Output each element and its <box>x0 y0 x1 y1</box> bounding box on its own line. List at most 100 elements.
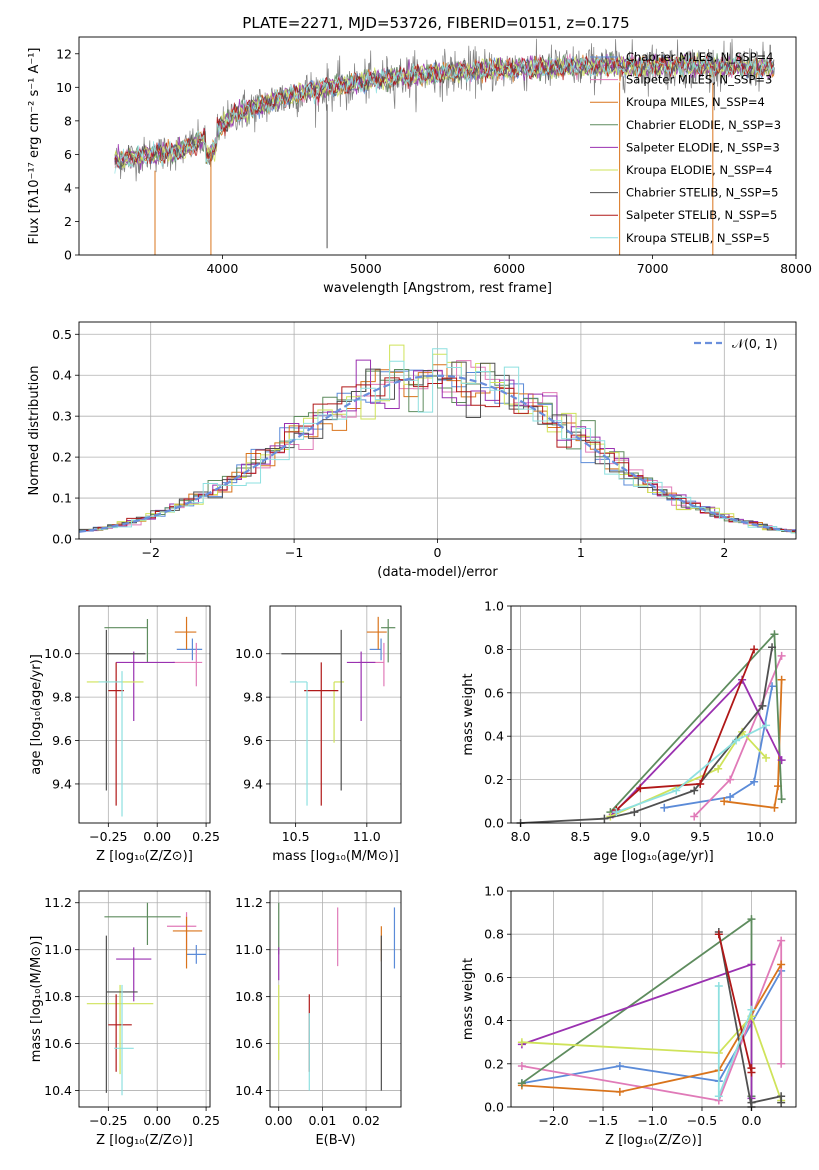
data-point <box>750 777 759 786</box>
y-tick-label: 0.0 <box>52 532 72 547</box>
x-axis-label: wavelength [Angstrom, rest frame] <box>323 281 552 296</box>
data-point <box>777 675 786 684</box>
x-tick-label: 0.00 <box>143 1113 171 1128</box>
x-tick-label: −2.0 <box>538 1113 568 1128</box>
data-point <box>636 784 645 793</box>
x-tick-label: 8000 <box>780 261 812 276</box>
data-point <box>612 808 621 817</box>
data-point <box>517 1061 526 1070</box>
axes-frame <box>78 36 797 256</box>
plot-area <box>511 606 796 823</box>
y-tick-label: 1.0 <box>484 884 504 899</box>
y-axis-label: mass weight <box>461 958 476 1040</box>
y-axis-label: age [log₁₀(age/yr)] <box>29 654 44 775</box>
x-axis-label: Z [log₁₀(Z/Z⊙)] <box>605 1133 702 1148</box>
x-tick-label: 7000 <box>637 261 669 276</box>
x-tick-label: 5000 <box>350 261 382 276</box>
y-axis-label: Normed distribution <box>27 366 42 496</box>
x-tick-label: 4000 <box>206 261 238 276</box>
y-tick-label: 0.8 <box>484 642 504 657</box>
y-tick-label: 0.5 <box>52 327 72 342</box>
data-point <box>747 1098 756 1107</box>
y-tick-label: 9.4 <box>52 776 72 791</box>
data-point <box>768 643 777 652</box>
data-point <box>517 1079 526 1088</box>
legend-label: Chabrier ELODIE, N_SSP=3 <box>626 118 781 132</box>
data-point <box>696 779 705 788</box>
x-axis-label: mass [log₁₀(M/M⊙)] <box>272 849 399 864</box>
y-tick-label: 9.8 <box>243 690 263 705</box>
data-point <box>777 960 786 969</box>
data-point <box>770 630 779 639</box>
y-tick-label: 9.6 <box>243 733 263 748</box>
y-tick-label: 0.8 <box>484 927 504 942</box>
data-point <box>750 645 759 654</box>
y-tick-label: 0.1 <box>52 491 72 506</box>
y-tick-label: 0.6 <box>484 970 504 985</box>
data-point <box>615 1087 624 1096</box>
data-point <box>714 982 723 991</box>
plot-area <box>79 891 210 1107</box>
y-tick-label: 10.6 <box>235 1036 263 1051</box>
series-line <box>610 730 767 818</box>
x-tick-label: 0.25 <box>192 1113 220 1128</box>
model-spectrum <box>114 55 775 174</box>
y-axis-label: mass [log₁₀(M/M⊙)] <box>29 936 44 1063</box>
legend-label: Kroupa ELODIE, N_SSP=4 <box>626 163 772 177</box>
data-point <box>517 1038 526 1047</box>
y-tick-label: 10.0 <box>235 646 263 661</box>
data-point <box>690 786 699 795</box>
y-tick-label: 10.4 <box>235 1083 263 1098</box>
axes-frame <box>510 605 797 824</box>
legend-label: Chabrier STELIB, N_SSP=5 <box>626 186 778 200</box>
residual-histogram <box>88 348 796 534</box>
y-tick-label: 10.0 <box>44 646 72 661</box>
y-tick-label: 6 <box>64 147 72 162</box>
series-line <box>664 686 773 809</box>
axes-frame <box>510 890 797 1108</box>
y-tick-label: 0.0 <box>484 1100 504 1115</box>
x-tick-label: 0.25 <box>192 829 220 844</box>
x-tick-label: −1.5 <box>588 1113 618 1128</box>
data-point <box>770 803 779 812</box>
legend-label: Kroupa STELIB, N_SSP=5 <box>626 231 770 245</box>
y-tick-label: 10.6 <box>44 1036 72 1051</box>
x-axis-label: (data-model)/error <box>377 565 498 580</box>
x-axis-label: E(B-V) <box>315 1133 355 1148</box>
data-point <box>747 915 756 924</box>
data-point <box>762 753 771 762</box>
x-tick-label: 6000 <box>493 261 525 276</box>
normal-reference-curve <box>78 374 797 533</box>
series-line <box>724 679 783 809</box>
plot-area <box>79 606 210 823</box>
x-tick-label: 2 <box>720 545 728 560</box>
y-tick-label: 11.0 <box>44 942 72 957</box>
series-line <box>615 649 755 811</box>
spectrum-panel: Chabrier MILES, N_SSP=4 Salpeter MILES, N… <box>27 36 812 296</box>
y-tick-label: 11.2 <box>44 895 72 910</box>
series-line <box>520 647 773 824</box>
y-tick-label: 0 <box>64 248 72 263</box>
data-point <box>660 803 669 812</box>
data-point <box>690 812 699 821</box>
y-tick-label: 0.0 <box>484 816 504 831</box>
x-tick-label: 11.0 <box>353 829 381 844</box>
data-point <box>777 1059 786 1068</box>
x-tick-label: 8.0 <box>511 829 531 844</box>
x-tick-label: 0.00 <box>143 829 171 844</box>
data-point <box>720 797 729 806</box>
x-tick-label: −1.0 <box>637 1113 667 1128</box>
mass-weight-vs-Z-panel: −2.0 −1.5 −1.0 −0.5 0.0 0.0 0.2 0.4 0.6 0.8 1.0 Z [… <box>461 884 797 1148</box>
axes-frame <box>269 890 402 1108</box>
x-tick-label: 10.0 <box>746 829 774 844</box>
y-tick-label: 11.0 <box>235 942 263 957</box>
data-point <box>777 756 786 765</box>
age-vs-mass-panel: 10.5 11.0 9.4 9.6 9.8 10.0 mass [log₁₀(M/M⊙)] <box>235 605 402 864</box>
y-tick-label: 10.4 <box>44 1083 72 1098</box>
legend-label: Chabrier MILES, N_SSP=4 <box>626 50 773 64</box>
x-tick-label: −2 <box>141 545 159 560</box>
y-tick-label: 0.3 <box>52 409 72 424</box>
y-tick-label: 12 <box>56 46 72 61</box>
data-point <box>777 795 786 804</box>
data-point <box>726 775 735 784</box>
